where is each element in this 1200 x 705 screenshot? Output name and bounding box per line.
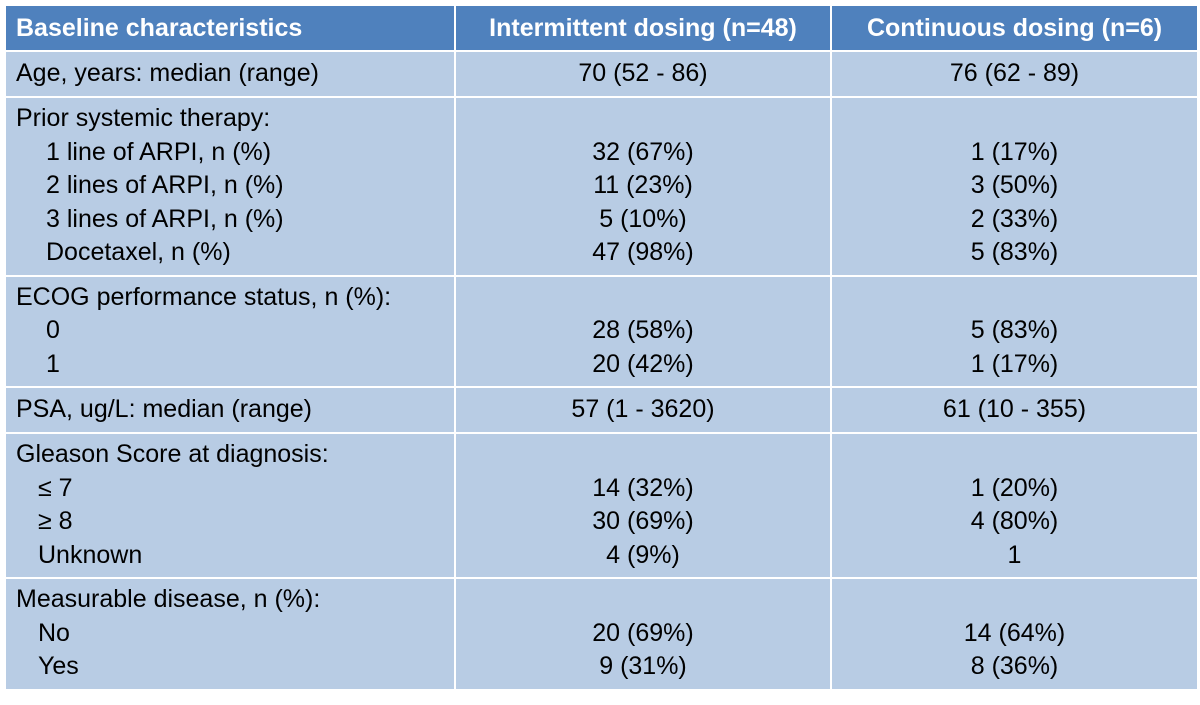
baseline-characteristics-table-container: Baseline characteristics Intermittent do… <box>4 4 1199 691</box>
intermittent-value: 70 (52 - 86) <box>454 50 832 98</box>
intermittent-value: 20 (42%) <box>592 349 694 378</box>
header-continuous-dosing: Continuous dosing (n=6) <box>830 4 1199 52</box>
section-title: ECOG performance status, n (%): <box>16 282 392 311</box>
sub-item-label: No <box>38 618 70 647</box>
sub-item-label: 2 lines of ARPI, n (%) <box>46 171 284 199</box>
sub-item-label: Unknown <box>38 540 143 569</box>
continuous-value: 1 (20%) <box>970 473 1059 502</box>
intermittent-value: 4 (9%) <box>606 540 680 569</box>
continuous-value: 2 (33%) <box>970 204 1059 233</box>
continuous-value: 5 (83%) <box>970 316 1059 344</box>
row-label-cell: Measurable disease, n (%): No Yes <box>4 577 456 691</box>
intermittent-value: 20 (69%) <box>592 618 694 647</box>
sub-item-label: ≥ 8 <box>38 507 73 535</box>
continuous-value: 8 (36%) <box>970 652 1059 680</box>
continuous-value: 14 (64%) <box>963 618 1066 647</box>
continuous-value: 61 (10 - 355) <box>830 386 1199 434</box>
table-header-row: Baseline characteristics Intermittent do… <box>4 4 1199 52</box>
row-label: PSA, ug/L: median (range) <box>4 386 456 434</box>
table-row-gleason-score: Gleason Score at diagnosis: ≤ 7 ≥ 8 Unkn… <box>4 432 1199 579</box>
intermittent-value: 57 (1 - 3620) <box>454 386 832 434</box>
header-baseline-characteristics: Baseline characteristics <box>4 4 456 52</box>
intermittent-value: 47 (98%) <box>592 238 694 266</box>
intermittent-value: 11 (23%) <box>593 171 693 199</box>
intermittent-value: 32 (67%) <box>592 137 694 166</box>
continuous-value: 5 (83%) <box>970 238 1059 266</box>
intermittent-values-cell: 28 (58%) 20 (42%) <box>454 274 832 388</box>
section-title: Measurable disease, n (%): <box>16 585 321 613</box>
sub-item-label: Docetaxel, n (%) <box>46 238 231 266</box>
continuous-value: 3 (50%) <box>970 171 1059 199</box>
sub-item-label: 1 <box>46 349 60 378</box>
row-label-cell: Gleason Score at diagnosis: ≤ 7 ≥ 8 Unkn… <box>4 432 456 579</box>
intermittent-values-cell: 20 (69%) 9 (31%) <box>454 577 832 691</box>
continuous-values-cell: 1 (20%) 4 (80%) 1 <box>830 432 1199 579</box>
continuous-value: 1 (17%) <box>970 137 1059 166</box>
sub-item-label: 0 <box>46 316 60 344</box>
intermittent-values-cell: 14 (32%) 30 (69%) 4 (9%) <box>454 432 832 579</box>
sub-item-label: 3 lines of ARPI, n (%) <box>46 204 284 233</box>
table-row-ecog: ECOG performance status, n (%): 0 1 28 (… <box>4 274 1199 388</box>
baseline-characteristics-table: Baseline characteristics Intermittent do… <box>4 4 1199 691</box>
section-title: Prior systemic therapy: <box>16 104 271 132</box>
intermittent-values-cell: 32 (67%) 11 (23%) 5 (10%) 47 (98%) <box>454 96 832 277</box>
intermittent-value: 5 (10%) <box>599 204 687 233</box>
header-intermittent-dosing: Intermittent dosing (n=48) <box>454 4 832 52</box>
section-title: Gleason Score at diagnosis: <box>16 440 329 468</box>
sub-item-label: Yes <box>38 652 79 680</box>
row-label-cell: Prior systemic therapy: 1 line of ARPI, … <box>4 96 456 277</box>
continuous-value: 76 (62 - 89) <box>830 50 1199 98</box>
table-row-measurable-disease: Measurable disease, n (%): No Yes 20 (69… <box>4 577 1199 691</box>
sub-item-label: ≤ 7 <box>38 473 73 502</box>
table-row-psa: PSA, ug/L: median (range) 57 (1 - 3620) … <box>4 386 1199 434</box>
row-label: Age, years: median (range) <box>4 50 456 98</box>
intermittent-value: 14 (32%) <box>592 473 694 502</box>
continuous-value: 1 (17%) <box>970 349 1059 378</box>
table-row-prior-systemic-therapy: Prior systemic therapy: 1 line of ARPI, … <box>4 96 1199 277</box>
intermittent-value: 28 (58%) <box>592 316 694 344</box>
continuous-values-cell: 14 (64%) 8 (36%) <box>830 577 1199 691</box>
intermittent-value: 30 (69%) <box>592 507 694 535</box>
continuous-values-cell: 1 (17%) 3 (50%) 2 (33%) 5 (83%) <box>830 96 1199 277</box>
intermittent-value: 9 (31%) <box>599 652 687 680</box>
continuous-value: 1 <box>1007 540 1022 569</box>
sub-item-label: 1 line of ARPI, n (%) <box>46 137 272 166</box>
continuous-values-cell: 5 (83%) 1 (17%) <box>830 274 1199 388</box>
continuous-value: 4 (80%) <box>970 507 1059 535</box>
row-label-cell: ECOG performance status, n (%): 0 1 <box>4 274 456 388</box>
table-row-age: Age, years: median (range) 70 (52 - 86) … <box>4 50 1199 98</box>
